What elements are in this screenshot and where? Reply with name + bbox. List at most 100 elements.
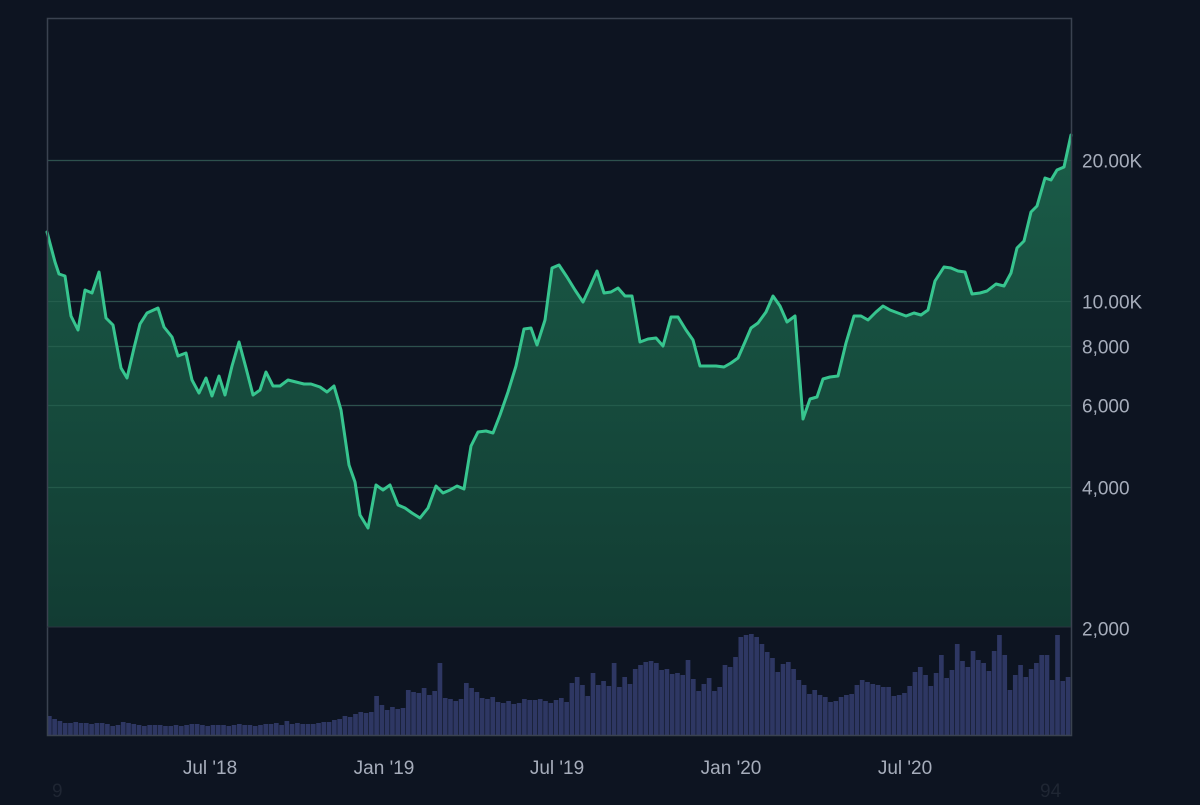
volume-bar [321,722,327,735]
x-tick-label: Jul '19 [530,758,584,779]
volume-bar [764,652,770,735]
volume-bar [817,695,823,735]
volume-bar [1065,677,1071,735]
volume-bar [949,670,955,735]
volume-bar [706,678,712,735]
volume-bar [173,725,179,735]
volume-bar [289,724,295,735]
volume-bar [812,690,818,735]
volume-bar [1012,675,1018,735]
volume-bar [970,651,976,735]
volume-bar [68,723,73,735]
volume-bar [479,698,485,735]
volume-bar [622,677,628,735]
volume-bar [722,665,728,735]
volume-bar [337,719,342,735]
volume-bar [527,700,533,735]
volume-bar [300,724,306,735]
volume-bar [295,723,300,735]
volume-bar [902,693,907,735]
volume-bar [178,726,184,735]
volume-bar [263,724,269,735]
volume-bar [553,700,559,735]
volume-bar [374,696,379,735]
volume-bar [912,672,918,735]
volume-bar [390,707,395,735]
volume-bar [833,701,839,735]
volume-bar [268,724,274,735]
volume-bar [727,667,733,735]
volume-bar [458,699,464,735]
volume-bar [564,702,569,735]
volume-bar [1023,677,1029,735]
volume-bar [933,673,939,735]
volume-bar [1044,655,1050,735]
volume-bar [326,722,332,735]
volume-bar [83,723,89,735]
volume-bar [469,688,474,735]
volume-bar [332,720,337,735]
plot-frame [46,17,1073,737]
volume-bar [252,726,258,735]
volume-bar [395,709,401,735]
volume-bar [490,697,496,735]
volume-bar [717,687,723,735]
volume-bar [785,662,791,735]
volume-bar [865,682,870,735]
volume-bar [405,690,411,735]
volume-bar [1039,655,1045,735]
volume-bar [859,680,865,735]
volume-bar [659,670,664,735]
volume-bar [511,704,517,735]
volume-bar [875,685,881,735]
volume-bar [136,725,142,735]
volume-bar [432,691,437,735]
volume-bar [358,712,364,735]
volume-bar [791,669,796,735]
x-axis: Jul '18 Jan '19 Jul '19 Jan '20 Jul '20 [183,758,932,779]
volume-bar [400,708,406,735]
volume-bar [99,723,105,735]
volume-bar [463,683,469,735]
volume-bar [923,675,928,735]
volume-bar [205,726,211,735]
volume-bar [316,723,321,735]
volume-bar [611,663,617,735]
volume-bar [78,723,84,735]
volume-bar [585,696,591,735]
volume-bar [210,725,216,735]
volume-bar [237,724,242,735]
volume-bar [57,721,63,735]
volume-bar [701,684,707,735]
volume-bar [89,724,94,735]
volume-bar [215,725,221,735]
volume-bar [685,660,691,735]
volume-bar [749,634,754,735]
volume-bar [142,726,147,735]
volume-bar [939,655,944,735]
volume-bar [157,725,163,735]
volume-bar [632,669,638,735]
volume-bar [500,703,506,735]
volume-bar [247,725,253,735]
volume-bar [580,685,585,735]
volume-bar [569,683,575,735]
volume-bar [664,669,670,735]
volume-bar [363,713,369,735]
volume-bar [416,693,422,735]
volume-bar [115,725,121,735]
volume-bar [669,674,675,735]
volume-bar [226,726,232,735]
volume-bar [110,726,116,735]
volume-bar [696,691,701,735]
volume-bar [474,692,480,735]
volume-bar [152,725,158,735]
volume-bars [47,634,1071,735]
volume-bar [448,699,453,735]
volume-bar [886,687,891,735]
volume-bar [801,685,807,735]
volume-bar [47,716,52,735]
volume-bar [184,725,189,735]
